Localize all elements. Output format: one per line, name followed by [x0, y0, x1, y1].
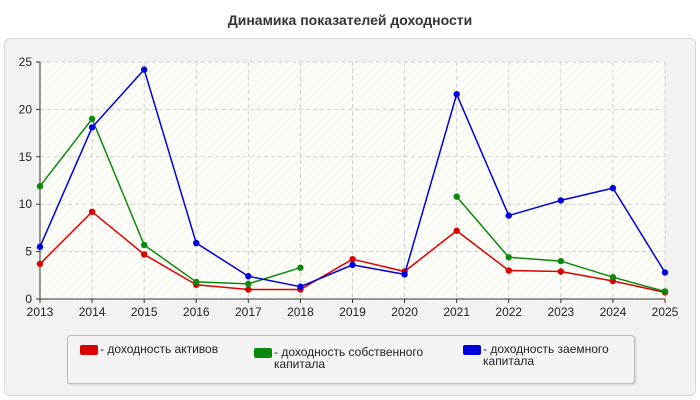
data-point — [297, 264, 304, 271]
data-point — [401, 271, 408, 278]
data-point — [36, 243, 44, 251]
data-point — [193, 278, 200, 286]
x-tick-label: 2024 — [600, 305, 627, 319]
data-point — [505, 267, 512, 274]
legend-label-debt: - доходность заемного капитала — [483, 342, 609, 368]
data-point — [505, 254, 512, 261]
data-point — [88, 115, 96, 123]
legend-label-equity: - доходность собственного капитала — [274, 345, 424, 371]
data-point — [140, 241, 148, 249]
series-2 — [36, 66, 669, 290]
data-point — [505, 212, 512, 219]
data-point — [245, 273, 252, 280]
x-tick-label: 2021 — [443, 305, 470, 319]
x-tick-label: 2023 — [547, 305, 574, 319]
data-point — [557, 257, 565, 265]
data-point — [609, 273, 617, 281]
x-tick-label: 2025 — [652, 305, 679, 319]
legend-swatch-assets — [80, 345, 98, 355]
x-tick-label: 2016 — [183, 305, 210, 319]
x-tick-label: 2019 — [339, 305, 366, 319]
data-point — [557, 197, 565, 204]
series-line — [39, 118, 301, 285]
data-point — [36, 182, 44, 190]
data-point — [88, 208, 96, 215]
legend: - доходность активов - доходность собств… — [67, 335, 635, 384]
y-tick-label: 0 — [25, 292, 32, 306]
data-point — [349, 261, 356, 269]
data-point — [193, 239, 200, 247]
data-point — [661, 288, 669, 295]
y-tick-label: 15 — [19, 150, 33, 164]
data-point — [609, 184, 617, 192]
data-point — [453, 91, 460, 98]
data-point — [36, 260, 44, 268]
legend-swatch-equity — [254, 348, 272, 358]
x-tick-label: 2017 — [235, 305, 262, 319]
data-point — [453, 193, 460, 200]
data-point — [661, 269, 669, 276]
data-point — [557, 268, 565, 275]
data-point — [140, 66, 148, 73]
series-1 — [36, 115, 669, 295]
data-point — [245, 280, 252, 288]
y-tick-label: 10 — [19, 197, 33, 211]
data-point — [245, 286, 252, 293]
x-tick-label: 2014 — [79, 305, 106, 319]
y-tick-label: 5 — [25, 245, 32, 259]
legend-swatch-debt — [463, 345, 481, 355]
data-point — [297, 283, 304, 290]
data-point — [88, 124, 96, 131]
chart-title: Динамика показателей доходности — [227, 12, 473, 28]
legend-item-assets: - доходность активов — [80, 343, 250, 355]
series — [36, 66, 669, 296]
y-tick-label: 25 — [19, 55, 33, 69]
data-point — [140, 251, 148, 258]
legend-label-assets: - доходность активов — [100, 342, 219, 356]
y-tick-label: 20 — [19, 102, 33, 116]
data-point — [349, 255, 356, 263]
x-tick-label: 2022 — [495, 305, 522, 319]
x-tick-label: 2020 — [391, 305, 418, 319]
x-tick-label: 2013 — [27, 305, 54, 319]
data-point — [453, 227, 460, 234]
x-tick-label: 2015 — [131, 305, 158, 319]
legend-item-equity: - доходность собственного капитала — [254, 346, 454, 370]
x-tick-label: 2018 — [287, 305, 314, 319]
legend-item-debt: - доходность заемного капитала — [463, 343, 628, 367]
